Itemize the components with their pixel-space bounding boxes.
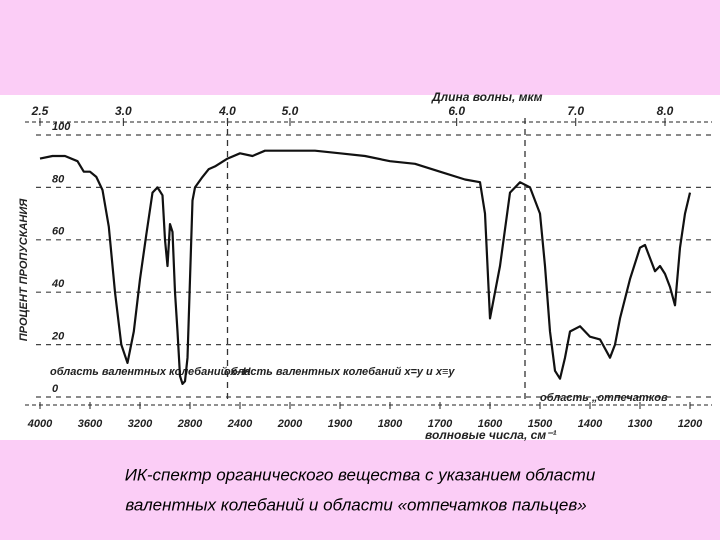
y-tick-label: 20 <box>51 331 65 343</box>
x-tick-label: 4000 <box>27 418 53 430</box>
spectrum-line <box>39 149 692 385</box>
spectrum-image <box>0 95 720 440</box>
y-tick-label: 60 <box>52 226 65 238</box>
y-tick-label: 0 <box>52 383 59 395</box>
y-tick-label: 100 <box>52 121 71 133</box>
x-tick-label: 1500 <box>528 418 553 430</box>
x-tick-label: 2000 <box>277 418 303 430</box>
x2-tick-label: 8.0 <box>657 104 674 118</box>
x-tick-label: 1300 <box>628 418 653 430</box>
x2-tick-label: 2.5 <box>31 104 49 118</box>
x-tick-label: 3200 <box>128 418 153 430</box>
x2-tick-label: 4.0 <box>218 104 236 118</box>
annotation: область валентных колебаний x–H <box>50 366 252 378</box>
x-tick-label: 1800 <box>378 418 403 430</box>
x2-tick-label: 5.0 <box>282 104 299 118</box>
x-tick-label: 1200 <box>678 418 703 430</box>
x-tick-label: 2800 <box>177 418 203 430</box>
x-tick-label: 1700 <box>428 418 453 430</box>
caption-line: ИК-спектр органического вещества с указа… <box>125 465 596 484</box>
x-tick-label: 1400 <box>578 418 603 430</box>
x2-tick-label: 7.0 <box>567 104 584 118</box>
x-tick-label: 1900 <box>328 418 353 430</box>
annotation: область „отпечатков <box>540 392 668 404</box>
x2-tick-label: 3.0 <box>115 104 132 118</box>
top-axis-label: Длина волны, мкм <box>431 90 543 104</box>
y-tick-label: 40 <box>51 278 65 290</box>
x-tick-label: 2400 <box>227 418 253 430</box>
x-tick-label: 3600 <box>78 418 103 430</box>
x-tick-label: 1600 <box>478 418 503 430</box>
x2-tick-label: 6.0 <box>448 104 465 118</box>
y-axis-label: ПРОЦЕНТ ПРОПУСКАНИЯ <box>18 198 30 342</box>
caption-line: валентных колебаний и области «отпечатко… <box>125 495 586 514</box>
annotation: область валентных колебаний x=y и x≡y <box>224 366 455 378</box>
y-tick-label: 80 <box>52 173 65 185</box>
x-axis-label: волновые числа, см⁻¹ <box>425 428 557 442</box>
